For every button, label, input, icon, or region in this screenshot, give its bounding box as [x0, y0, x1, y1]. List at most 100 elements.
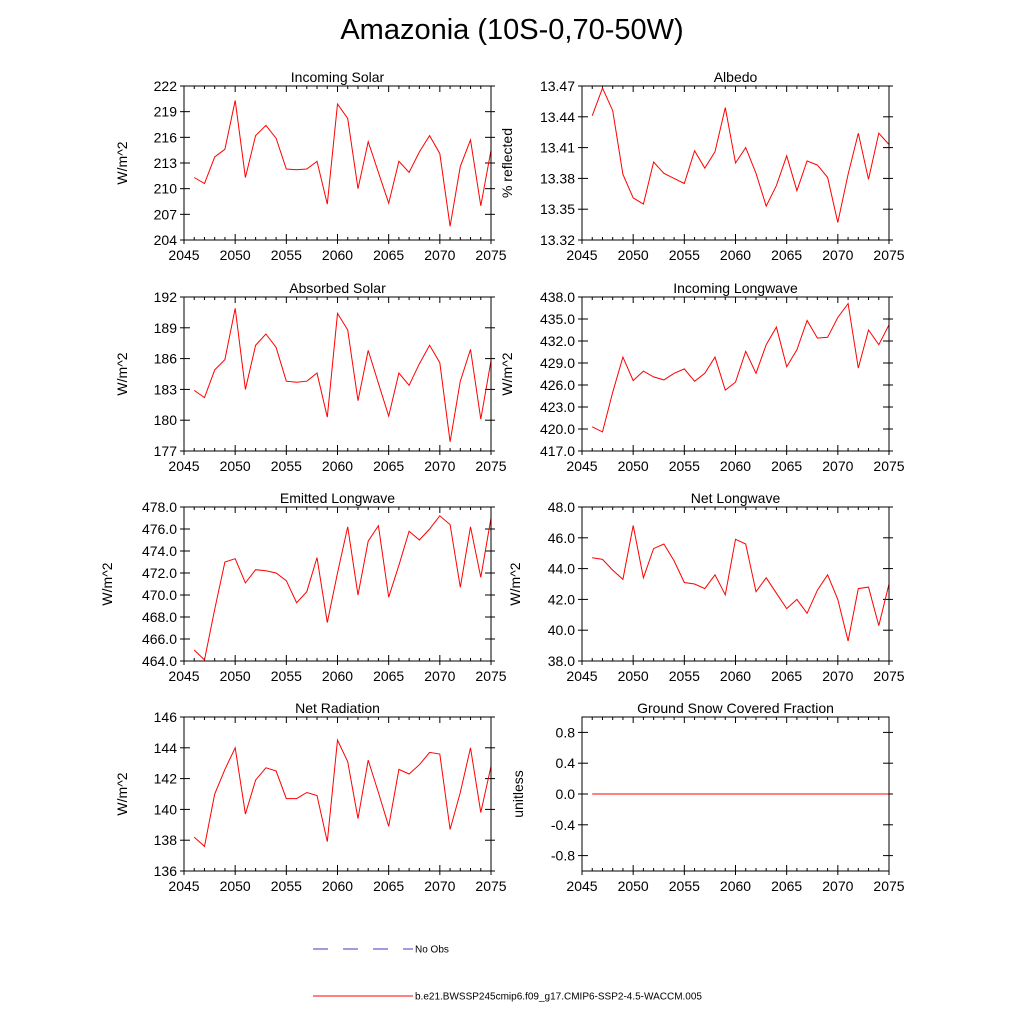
y-tick-label: 204 — [154, 232, 178, 248]
x-tick-label: 2060 — [720, 668, 751, 684]
page-title: Amazonia (10S-0,70-50W) — [340, 14, 684, 46]
y-tick-label: 186 — [154, 351, 178, 367]
x-tick-label: 2070 — [424, 247, 455, 263]
x-tick-label: 2060 — [322, 458, 353, 474]
plot-frame — [183, 296, 492, 452]
x-tick-label: 2060 — [322, 668, 353, 684]
y-tick-label: 466.0 — [142, 631, 177, 647]
x-tick-label: 2070 — [424, 458, 455, 474]
y-tick-label: 13.32 — [540, 232, 575, 248]
y-tick-label: 0.0 — [556, 786, 576, 802]
axis-ticks — [578, 506, 893, 665]
y-tick-label: 13.35 — [540, 201, 575, 217]
y-tick-label: 192 — [154, 289, 178, 305]
y-tick-label: 0.8 — [556, 724, 576, 740]
y-tick-label: 474.0 — [142, 543, 177, 559]
y-tick-label: 138 — [154, 832, 178, 848]
x-tick-label: 2075 — [873, 668, 904, 684]
legend-model-label: b.e21.BWSSP245cmip6.f09_g17.CMIP6-SSP2-4… — [415, 992, 702, 1003]
y-tick-label: 13.41 — [540, 140, 575, 156]
y-tick-label: 470.0 — [142, 587, 177, 603]
y-tick-label: 44.0 — [548, 561, 575, 577]
y-axis-label: W/m^2 — [114, 141, 130, 184]
x-tick-label: 2055 — [271, 247, 302, 263]
series-line-1 — [591, 86, 890, 223]
x-tick-label: 2050 — [220, 878, 251, 894]
legend: No Obs b.e21.BWSSP245cmip6.f09_g17.CMIP6… — [313, 945, 702, 1003]
y-tick-label: 472.0 — [142, 565, 177, 581]
y-tick-label: 468.0 — [142, 609, 177, 625]
series-line-1 — [193, 100, 492, 227]
y-tick-label: 476.0 — [142, 521, 177, 537]
y-tick-label: 146 — [154, 709, 178, 725]
x-tick-label: 2070 — [822, 668, 853, 684]
x-tick-label: 2050 — [618, 247, 649, 263]
y-tick-label: 38.0 — [548, 653, 575, 669]
y-tick-label: 189 — [154, 320, 178, 336]
y-tick-label: 40.0 — [548, 622, 575, 638]
y-axis-label: W/m^2 — [499, 352, 515, 395]
axis-ticks — [180, 85, 495, 244]
x-tick-label: 2050 — [618, 878, 649, 894]
x-tick-label: 2045 — [168, 247, 199, 263]
y-axis-label: W/m^2 — [99, 562, 115, 605]
x-tick-label: 2065 — [373, 878, 404, 894]
x-tick-label: 2075 — [475, 458, 506, 474]
chart-panel-5: Emitted Longwave W/m^2 464.0 466.0 468.0 470.… — [99, 490, 507, 684]
x-tick-label: 2045 — [168, 458, 199, 474]
x-tick-label: 2045 — [566, 878, 597, 894]
axis-ticks — [578, 717, 893, 875]
chart-panel-6: Net Longwave W/m^2 38.0 40.0 42.0 44.0 46.0 48.… — [507, 490, 905, 684]
x-tick-label: 2045 — [566, 247, 597, 263]
plot-frame — [581, 506, 890, 662]
axis-ticks — [578, 296, 893, 455]
axis-ticks — [180, 296, 495, 455]
x-tick-label: 2070 — [424, 878, 455, 894]
plot-frame — [581, 85, 890, 241]
y-tick-label: 177 — [154, 443, 178, 459]
y-tick-label: 180 — [154, 412, 178, 428]
series-line-1 — [592, 525, 890, 642]
series-line-1 — [193, 738, 492, 848]
y-tick-label: 222 — [154, 78, 178, 94]
x-tick-label: 2065 — [771, 878, 802, 894]
x-tick-label: 2060 — [322, 247, 353, 263]
y-tick-label: 429.0 — [540, 355, 575, 371]
y-tick-label: 464.0 — [142, 653, 177, 669]
axis-ticks — [578, 85, 893, 244]
x-tick-label: 2065 — [771, 247, 802, 263]
y-tick-label: 13.47 — [540, 78, 575, 94]
chart-title: Net Longwave — [691, 490, 781, 506]
legend-obs-label: No Obs — [415, 945, 449, 956]
y-tick-label: 13.44 — [540, 109, 575, 125]
x-tick-label: 2055 — [669, 668, 700, 684]
chart-panel-7: Net Radiation W/m^2 136 138 140 142 144 146 2045… — [114, 700, 507, 894]
y-axis-label: % reflected — [499, 128, 515, 198]
x-tick-label: 2045 — [168, 668, 199, 684]
y-tick-label: 140 — [154, 801, 178, 817]
x-tick-label: 2065 — [771, 668, 802, 684]
y-tick-label: 219 — [154, 104, 178, 120]
chart-title: Incoming Longwave — [673, 280, 798, 296]
x-tick-label: 2070 — [822, 247, 853, 263]
x-tick-label: 2070 — [424, 668, 455, 684]
y-tick-label: 423.0 — [540, 399, 575, 415]
x-tick-label: 2050 — [220, 458, 251, 474]
y-tick-label: 438.0 — [540, 289, 575, 305]
x-tick-label: 2055 — [669, 247, 700, 263]
x-tick-label: 2060 — [720, 247, 751, 263]
chart-panel-2: Albedo % reflected 13.32 13.35 13.38 13.41 13.… — [499, 69, 905, 263]
y-tick-label: 213 — [154, 155, 178, 171]
y-axis-label: unitless — [510, 770, 526, 817]
x-tick-label: 2075 — [475, 247, 506, 263]
y-tick-label: 207 — [154, 206, 178, 222]
x-tick-label: 2045 — [566, 458, 597, 474]
x-tick-label: 2060 — [322, 878, 353, 894]
y-tick-label: 42.0 — [548, 591, 575, 607]
x-tick-label: 2075 — [873, 247, 904, 263]
chart-title: Incoming Solar — [291, 69, 385, 85]
y-tick-label: 216 — [154, 129, 178, 145]
series-line-1 — [193, 515, 492, 661]
y-tick-label: 142 — [154, 771, 178, 787]
chart-panel-3: Absorbed Solar W/m^2 177 180 183 186 189 192 204… — [114, 280, 507, 474]
